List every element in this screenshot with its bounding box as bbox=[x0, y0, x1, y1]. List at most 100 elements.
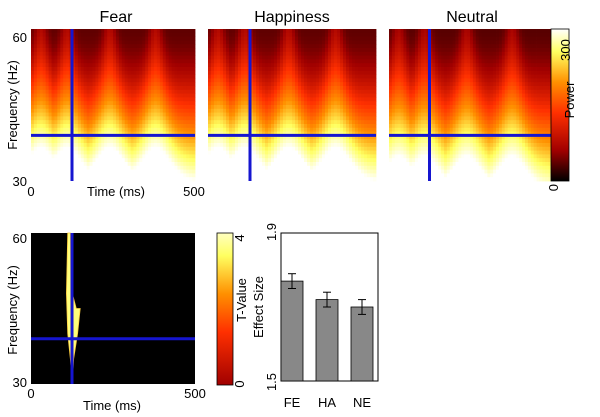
heatmap-cell bbox=[370, 108, 374, 113]
heatmap-cell bbox=[289, 36, 293, 41]
heatmap-cell bbox=[310, 162, 314, 167]
heatmap-cell bbox=[316, 143, 320, 148]
heatmap-cell bbox=[183, 135, 187, 140]
heatmap-cell bbox=[130, 86, 134, 91]
heatmap-cell bbox=[208, 29, 212, 34]
heatmap-cell bbox=[113, 55, 117, 60]
heatmap-cell bbox=[337, 162, 341, 167]
heatmap-cell bbox=[66, 32, 70, 37]
heatmap-cell bbox=[104, 139, 108, 144]
heatmap-cell bbox=[89, 116, 93, 121]
heatmap-cell bbox=[80, 135, 85, 140]
heatmap-cell bbox=[244, 173, 248, 178]
heatmap-cell bbox=[250, 82, 254, 87]
heatmap-cell bbox=[536, 59, 540, 64]
heatmap-cell bbox=[271, 135, 275, 140]
heatmap-cell bbox=[39, 86, 44, 91]
heatmap-cell bbox=[358, 89, 362, 94]
heatmap-cell bbox=[542, 51, 546, 56]
heatmap-cell bbox=[124, 32, 129, 37]
heatmap-cell bbox=[325, 105, 329, 110]
heatmap-cell bbox=[423, 32, 427, 37]
heatmap-cell bbox=[322, 112, 326, 117]
heatmap-cell bbox=[33, 162, 38, 167]
heatmap-cell bbox=[98, 158, 102, 163]
heatmap-cell bbox=[316, 135, 320, 140]
heatmap-cell bbox=[340, 93, 344, 98]
heatmap-cell bbox=[343, 67, 347, 72]
heatmap-cell bbox=[331, 86, 335, 91]
heatmap-cell bbox=[322, 63, 326, 68]
heatmap-cell bbox=[130, 150, 134, 155]
heatmap-cell bbox=[89, 143, 93, 148]
heatmap-cell bbox=[361, 55, 365, 60]
heatmap-cell bbox=[292, 59, 296, 64]
heatmap-cell bbox=[391, 32, 396, 37]
heatmap-cell bbox=[229, 74, 233, 79]
heatmap-cell bbox=[373, 63, 377, 68]
heatmap-cell bbox=[127, 108, 131, 113]
heatmap-cell bbox=[51, 177, 55, 182]
heatmap-cell bbox=[259, 93, 263, 98]
heatmap-cell bbox=[31, 89, 35, 94]
heatmap-cell bbox=[307, 120, 311, 125]
heatmap-cell bbox=[539, 59, 543, 64]
heatmap-cell bbox=[165, 44, 170, 49]
heatmap-cell bbox=[98, 48, 102, 53]
heatmap-cell bbox=[42, 108, 47, 113]
heatmap-cell bbox=[115, 44, 120, 49]
heatmap-cell bbox=[307, 124, 311, 129]
heatmap-cell bbox=[145, 48, 149, 53]
heatmap-cell bbox=[358, 32, 362, 37]
heatmap-cell bbox=[286, 165, 290, 170]
heatmap-cell bbox=[274, 86, 278, 91]
heatmap-cell bbox=[121, 93, 126, 98]
heatmap-cell bbox=[361, 165, 365, 170]
heatmap-cell bbox=[458, 51, 462, 56]
heatmap-cell bbox=[168, 78, 172, 83]
heatmap-cell bbox=[217, 97, 221, 102]
heatmap-cell bbox=[527, 44, 532, 49]
heatmap-cell bbox=[364, 55, 368, 60]
heatmap-cell bbox=[400, 29, 404, 34]
heatmap-cell bbox=[118, 177, 123, 182]
heatmap-cell bbox=[154, 32, 158, 37]
heatmap-cell bbox=[250, 169, 254, 174]
heatmap-cell bbox=[533, 29, 537, 34]
heatmap-cell bbox=[232, 135, 236, 140]
heatmap-cell bbox=[127, 131, 131, 136]
heatmap-cell bbox=[57, 29, 61, 34]
heatmap-cell bbox=[95, 55, 99, 60]
heatmap-cell bbox=[241, 101, 245, 106]
heatmap-cell bbox=[331, 162, 335, 167]
heatmap-cell bbox=[307, 89, 311, 94]
heatmap-cell bbox=[98, 120, 102, 125]
heatmap-cell bbox=[226, 78, 230, 83]
heatmap-cell bbox=[271, 173, 275, 178]
heatmap-cell bbox=[349, 48, 353, 53]
heatmap-cell bbox=[429, 32, 433, 37]
heatmap-cell bbox=[367, 101, 371, 106]
heatmap-cell bbox=[271, 97, 275, 102]
heatmap-cell bbox=[283, 59, 287, 64]
heatmap-cell bbox=[159, 131, 164, 136]
heatmap-cell bbox=[352, 120, 356, 125]
heatmap-cell bbox=[400, 55, 404, 60]
heatmap-cell bbox=[325, 55, 329, 60]
heatmap-cell bbox=[80, 105, 85, 110]
heatmap-cell bbox=[208, 139, 212, 144]
heatmap-cell bbox=[346, 146, 350, 151]
heatmap-cell bbox=[334, 51, 338, 56]
heatmap-cell bbox=[214, 173, 218, 178]
heatmap-cell bbox=[139, 40, 143, 45]
heatmap-cell bbox=[292, 63, 296, 68]
heatmap-cell bbox=[367, 48, 371, 53]
heatmap-cell bbox=[180, 146, 184, 151]
heatmap-cell bbox=[268, 51, 272, 56]
heatmap-cell bbox=[107, 86, 111, 91]
heatmap-cell bbox=[373, 70, 377, 75]
heatmap-cell bbox=[31, 143, 35, 148]
heatmap-cell bbox=[253, 89, 257, 94]
heatmap-cell bbox=[130, 173, 134, 178]
heatmap-cell bbox=[496, 40, 500, 45]
